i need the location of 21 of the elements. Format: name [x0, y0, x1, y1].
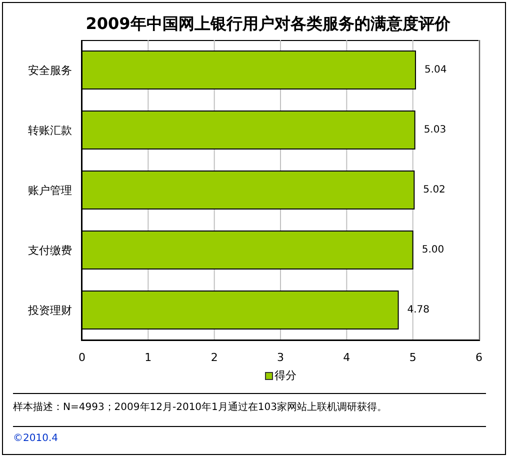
y-tick-label: 转账汇款 [28, 124, 72, 137]
y-tick-label: 安全服务 [28, 64, 72, 77]
text: 样本描述：N=4993；2009年12月-2010年1月通过在103家网站上联机调研获得。 [13, 400, 387, 414]
x-tick-label: 2 [210, 350, 218, 364]
x-tick-label: 5 [409, 350, 416, 364]
y-tick-label: 支付缴费 [28, 244, 72, 257]
text: 得分 [274, 368, 296, 383]
data-label: 4.78 [407, 304, 430, 316]
x-tick-label: 3 [277, 350, 284, 364]
data-label: 5.03 [424, 124, 446, 136]
y-tick-label: 账户管理 [28, 184, 72, 197]
data-label: 5.04 [424, 64, 447, 76]
text: ©2010.4 [13, 433, 58, 444]
chart-title: 2009年中国网上银行用户对各类服务的满意度评价 [84, 14, 452, 35]
x-tick-label: 0 [78, 350, 86, 364]
data-label: 5.00 [422, 244, 444, 256]
x-tick-label: 4 [343, 350, 350, 364]
x-tick-label: 1 [144, 350, 152, 364]
y-tick-label: 投资理财 [27, 304, 72, 317]
x-tick-label: 6 [476, 350, 482, 364]
data-label: 5.02 [423, 184, 446, 196]
